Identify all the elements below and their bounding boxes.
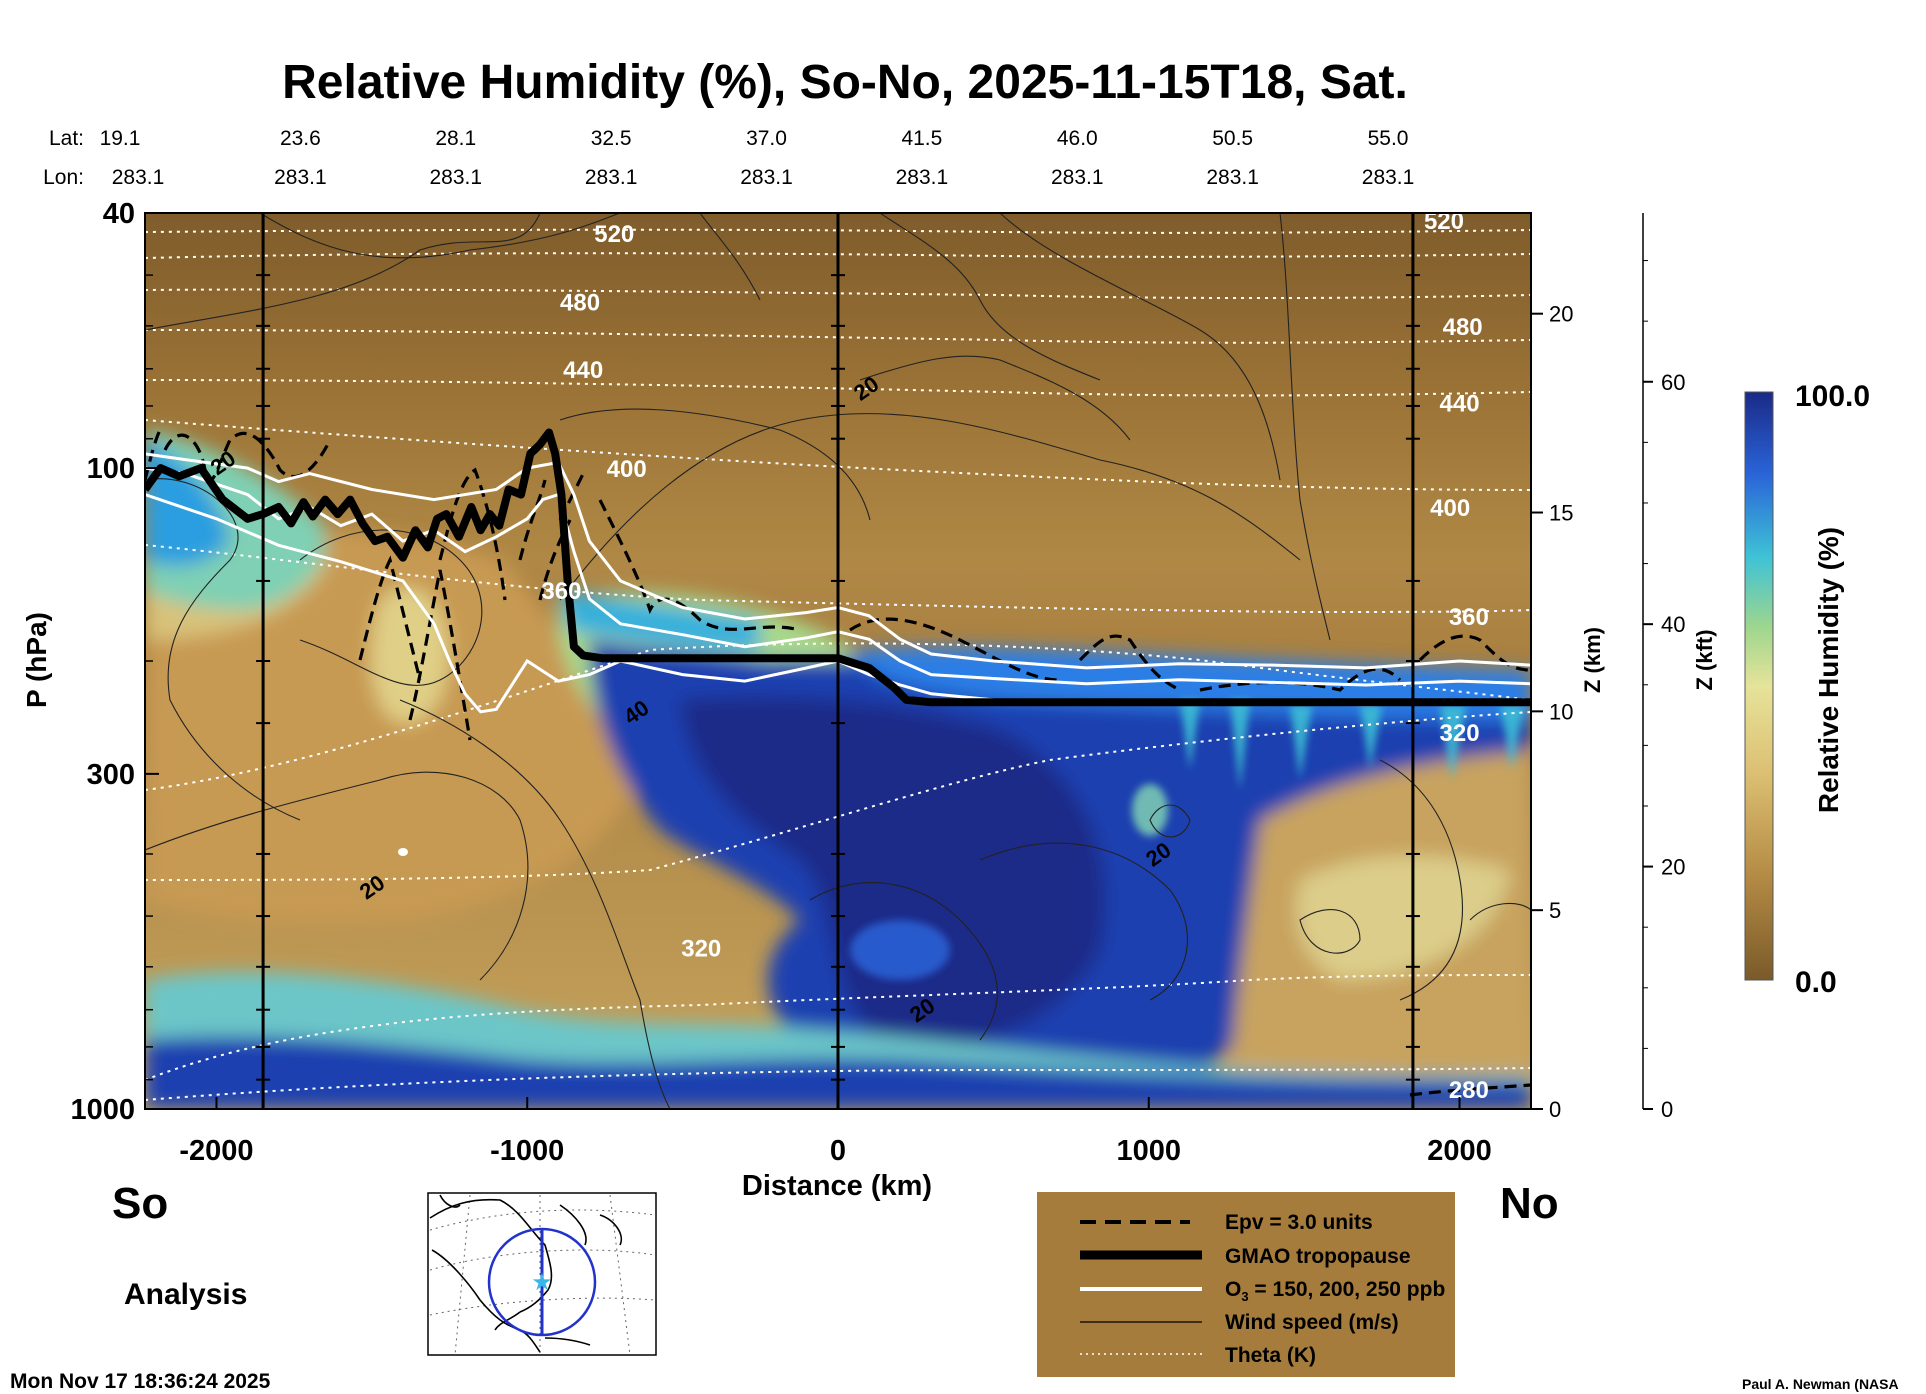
zkft-tick-label: 60 bbox=[1661, 370, 1685, 395]
x-tick-label: 1000 bbox=[1117, 1135, 1182, 1167]
legend-ozone-label: O3 = 150, 200, 250 ppb bbox=[1225, 1278, 1445, 1304]
x-tick-label: -2000 bbox=[179, 1135, 253, 1167]
map-center-star-icon: ★ bbox=[531, 1268, 553, 1296]
lon-value-3: 283.1 bbox=[585, 166, 638, 189]
lon-value-6: 283.1 bbox=[1051, 166, 1104, 189]
p-tick-label: 300 bbox=[87, 759, 135, 791]
z-kft-axis: 0 20 40 60 bbox=[1642, 213, 1685, 1122]
map-coastlines bbox=[429, 1194, 622, 1353]
analysis-label: Analysis bbox=[124, 1278, 247, 1311]
lon-value-5: 283.1 bbox=[896, 166, 949, 189]
z-km-axis: 0 5 10 15 20 bbox=[1531, 302, 1573, 1122]
lon-value-2: 283.1 bbox=[429, 166, 482, 189]
theta-label-9: 400 bbox=[1430, 495, 1470, 522]
theta-label-0: 520 bbox=[594, 221, 634, 248]
wind-contours bbox=[145, 213, 1531, 1109]
south-label: So bbox=[112, 1179, 168, 1228]
y-axis-label: P (hPa) bbox=[21, 612, 52, 708]
zkm-tick-label: 10 bbox=[1549, 699, 1573, 724]
theta-label-1: 480 bbox=[560, 290, 600, 317]
vertical-markers bbox=[256, 213, 1420, 1109]
map-graticule bbox=[429, 1194, 656, 1356]
zkm-tick-label: 15 bbox=[1549, 501, 1573, 526]
zkm-tick-label: 0 bbox=[1549, 1097, 1561, 1122]
lat-value-2: 28.1 bbox=[435, 127, 476, 150]
zkm-tick-label: 20 bbox=[1549, 302, 1573, 327]
lat-value-0: 19.1 bbox=[100, 127, 141, 150]
colorbar-max: 100.0 bbox=[1795, 380, 1870, 413]
colorbar-label: Relative Humidity (%) bbox=[1813, 527, 1844, 813]
theta-contours bbox=[145, 228, 1531, 1101]
theta-label-5: 320 bbox=[681, 936, 721, 963]
timestamp: Mon Nov 17 18:36:24 2025 bbox=[10, 1370, 271, 1393]
theta-label-11: 320 bbox=[1440, 720, 1480, 747]
p-tick-label: 40 bbox=[103, 198, 135, 230]
lat-value-7: 50.5 bbox=[1212, 127, 1253, 150]
colorbar-min: 0.0 bbox=[1795, 966, 1837, 999]
x-tick-label: 2000 bbox=[1427, 1135, 1492, 1167]
lat-lon-labels: 19.1 283.1 23.6 283.1 28.1 283.1 32.5 283.1 37.0… bbox=[100, 127, 1415, 189]
theta-label-12: 280 bbox=[1449, 1077, 1489, 1104]
lon-value-4: 283.1 bbox=[740, 166, 793, 189]
zkm-tick-label: 5 bbox=[1549, 898, 1561, 923]
lat-value-4: 37.0 bbox=[746, 127, 787, 150]
lat-value-1: 23.6 bbox=[280, 127, 321, 150]
lon-title: Lon: bbox=[43, 166, 84, 189]
legend-tropopause-label: GMAO tropopause bbox=[1225, 1245, 1411, 1268]
lon-value-1: 283.1 bbox=[274, 166, 327, 189]
theta-label-8: 440 bbox=[1440, 390, 1480, 417]
p-tick-label: 100 bbox=[87, 453, 135, 485]
lat-value-8: 55.0 bbox=[1368, 127, 1409, 150]
legend-wind-label: Wind speed (m/s) bbox=[1225, 1311, 1399, 1334]
x-tick-label: -1000 bbox=[490, 1135, 564, 1167]
x-tick-label: 0 bbox=[830, 1135, 846, 1167]
lat-value-6: 46.0 bbox=[1057, 127, 1098, 150]
zkft-tick-label: 20 bbox=[1661, 855, 1685, 880]
p-tick-label: 1000 bbox=[70, 1094, 135, 1126]
legend-theta-label: Theta (K) bbox=[1225, 1344, 1316, 1367]
tropopause-line bbox=[145, 428, 1531, 707]
ozone-200-line bbox=[145, 466, 1531, 687]
z-km-label: Z (km) bbox=[1580, 627, 1605, 693]
zkft-tick-label: 40 bbox=[1661, 612, 1685, 637]
chart-title: Relative Humidity (%), So-No, 2025-11-15… bbox=[282, 56, 1408, 109]
theta-label-4: 360 bbox=[541, 578, 581, 605]
lon-value-7: 283.1 bbox=[1206, 166, 1259, 189]
theta-label-6: 520 bbox=[1424, 208, 1464, 235]
lat-value-3: 32.5 bbox=[591, 127, 632, 150]
north-label: No bbox=[1500, 1179, 1559, 1228]
z-kft-label: Z (kft) bbox=[1692, 629, 1717, 690]
theta-label-3: 400 bbox=[607, 456, 647, 483]
location-map: ★ bbox=[427, 1192, 657, 1356]
lon-value-8: 283.1 bbox=[1362, 166, 1415, 189]
theta-label-10: 360 bbox=[1449, 604, 1489, 631]
colorbar bbox=[1744, 391, 1774, 981]
lon-value-0: 283.1 bbox=[112, 166, 165, 189]
x-axis: -2000 -1000 0 1000 2000 bbox=[179, 1097, 1492, 1167]
x-axis-label: Distance (km) bbox=[742, 1170, 932, 1202]
credit: Paul A. Newman (NASA bbox=[1742, 1376, 1899, 1392]
theta-label-7: 480 bbox=[1443, 314, 1483, 341]
zkft-tick-label: 0 bbox=[1661, 1097, 1673, 1122]
ozone-150-line bbox=[145, 452, 1531, 670]
theta-labels: 520 480 440 400 360 320 520 480 440 400 360 320 280 bbox=[541, 208, 1488, 1104]
lat-value-5: 41.5 bbox=[901, 127, 942, 150]
theta-label-2: 440 bbox=[563, 357, 603, 384]
lat-title: Lat: bbox=[49, 127, 84, 150]
pressure-axis: 40 100 300 1000 bbox=[70, 198, 159, 1126]
field-marker bbox=[398, 848, 408, 856]
legend-epv-label: Epv = 3.0 units bbox=[1225, 1211, 1373, 1234]
legend: Epv = 3.0 units GMAO tropopause O3 = 150… bbox=[1037, 1192, 1455, 1377]
